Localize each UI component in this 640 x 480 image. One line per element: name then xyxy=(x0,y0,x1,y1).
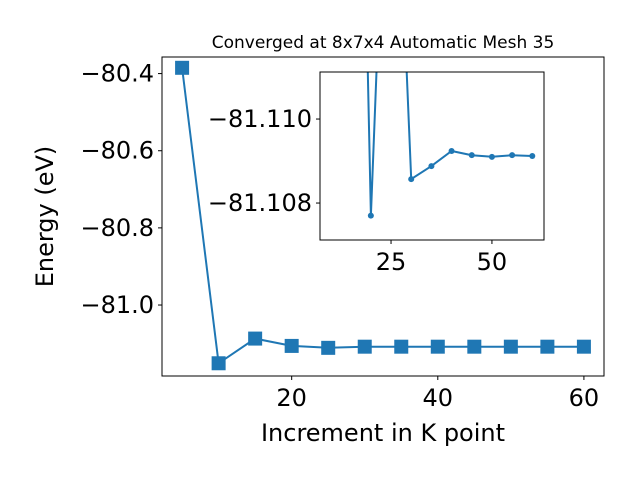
marker xyxy=(467,339,482,354)
marker xyxy=(503,339,518,354)
x-tick-label: 40 xyxy=(423,384,454,412)
plot-group xyxy=(175,60,591,371)
y-tick-label: −81.108 xyxy=(208,189,312,217)
x-axis-label: Increment in K point xyxy=(261,419,505,447)
marker xyxy=(321,340,336,355)
marker xyxy=(248,331,263,346)
marker xyxy=(576,339,591,354)
marker xyxy=(408,176,415,183)
axes-frame xyxy=(319,71,545,241)
marker xyxy=(468,152,475,159)
marker xyxy=(529,153,536,159)
x-tick-label: 60 xyxy=(569,384,600,412)
marker xyxy=(509,152,516,159)
y-tick-label: −81.110 xyxy=(208,105,312,133)
marker xyxy=(175,60,190,75)
x-tick-label: 50 xyxy=(477,248,508,276)
y-tick-label: −80.8 xyxy=(80,214,154,242)
marker xyxy=(211,356,226,371)
chart-title: Converged at 8x7x4 Automatic Mesh 35 xyxy=(212,33,555,53)
y-tick-label: −81.0 xyxy=(80,291,154,319)
y-tick-label: −80.4 xyxy=(80,60,154,88)
marker xyxy=(430,339,445,354)
marker xyxy=(540,339,555,354)
plot-group xyxy=(366,72,536,219)
marker xyxy=(284,338,299,353)
y-axis-label: Energy (eV) xyxy=(31,146,59,288)
x-tick-label: 20 xyxy=(276,384,307,412)
marker xyxy=(367,212,374,219)
marker xyxy=(428,163,435,170)
marker xyxy=(357,339,372,354)
x-tick-label: 25 xyxy=(376,248,407,276)
marker xyxy=(488,153,495,160)
marker xyxy=(448,147,455,154)
axes-frame xyxy=(161,56,605,377)
marker xyxy=(394,339,409,354)
y-tick-label: −80.6 xyxy=(80,137,154,165)
